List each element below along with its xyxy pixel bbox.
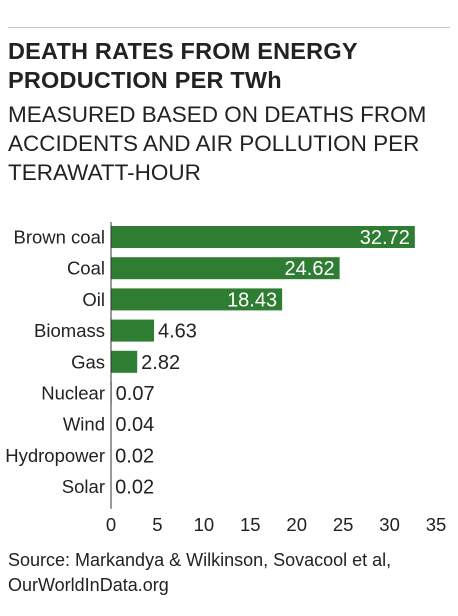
chart-title: DEATH RATES FROM ENERGY PRODUCTION PER T… (8, 38, 358, 93)
chart-subtitle: MEASURED BASED ON DEATHS FROM ACCIDENTS … (8, 102, 427, 185)
source-note: Source: Markandya & Wilkinson, Sovacool … (8, 550, 392, 595)
bar-gas (111, 350, 138, 373)
bar-chart: Brown coal 32.72 Coal 24.62 Oil 18.43 Biomass 4… (5, 222, 447, 535)
value-label: 2.82 (141, 352, 180, 374)
category-label: Brown coal (13, 227, 105, 248)
x-tick-label: 30 (379, 514, 400, 535)
x-tick-label: 15 (240, 514, 261, 535)
bar-brown-coal (111, 226, 415, 248)
value-label: 24.62 (285, 258, 335, 280)
value-label: 32.72 (360, 227, 410, 249)
value-label: 18.43 (227, 289, 277, 311)
x-tick-label: 10 (194, 514, 215, 535)
value-label: 0.04 (115, 414, 154, 436)
category-label: Wind (63, 414, 105, 435)
x-tick-label: 0 (106, 514, 116, 535)
category-label: Solar (62, 476, 105, 497)
x-tick-label: 20 (286, 514, 307, 535)
x-tick-label: 35 (426, 514, 447, 535)
value-label: 0.07 (116, 383, 155, 405)
x-tick-label: 25 (333, 514, 354, 535)
category-label: Biomass (34, 320, 105, 341)
value-label: 0.02 (115, 477, 154, 499)
value-label: 4.63 (158, 321, 197, 343)
bar-biomass (111, 319, 154, 342)
category-label: Oil (82, 289, 105, 310)
category-label: Nuclear (41, 383, 105, 404)
top-divider (8, 27, 450, 28)
category-label: Hydropower (5, 445, 105, 466)
x-tick-label: 5 (152, 514, 162, 535)
category-label: Coal (67, 258, 105, 279)
category-label: Gas (71, 351, 105, 372)
value-label: 0.02 (115, 445, 154, 467)
bar-coal (111, 257, 340, 280)
bar-oil (111, 288, 283, 311)
